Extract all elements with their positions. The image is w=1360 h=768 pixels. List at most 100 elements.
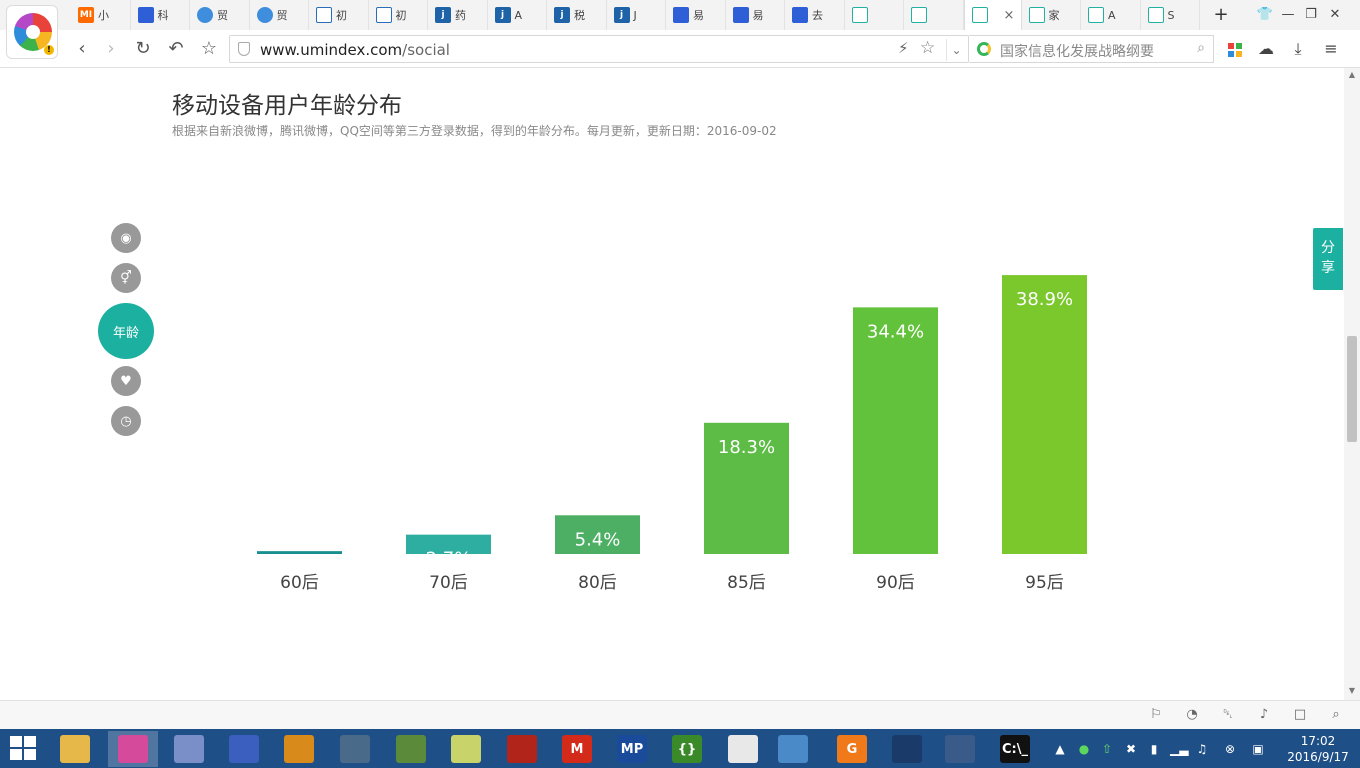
menu-icon[interactable]: ≡	[1324, 39, 1338, 58]
chart-bar[interactable]	[853, 307, 938, 554]
taskbar-app[interactable]	[50, 731, 100, 767]
window-icon[interactable]: □	[1293, 707, 1307, 722]
back-button[interactable]: ‹	[78, 38, 86, 59]
side-nav-weibo[interactable]: ◉	[111, 223, 141, 253]
url-text[interactable]: www.umindex.com/social	[260, 41, 450, 59]
chart-bar[interactable]	[555, 515, 640, 554]
chevron-down-icon[interactable]: ⌄	[946, 39, 966, 61]
taskbar-app[interactable]	[164, 731, 214, 767]
show-hidden-icons-icon[interactable]: ▲	[1055, 742, 1065, 756]
update-icon[interactable]: ⇧	[1101, 742, 1113, 756]
side-nav-time[interactable]: ◷	[111, 406, 141, 436]
browser-tab[interactable]: 易	[666, 0, 726, 30]
side-nav-gender[interactable]: ⚥	[111, 263, 141, 293]
trash-icon[interactable]: ␡	[1222, 707, 1234, 722]
search-engine-icon[interactable]	[977, 42, 991, 56]
vertical-scrollbar[interactable]: ▲ ▼	[1344, 68, 1360, 700]
taskbar-app[interactable]	[441, 731, 491, 767]
file-explorer-icon	[60, 735, 90, 763]
windows-start-button[interactable]	[10, 736, 38, 762]
taskbar-app[interactable]: MP	[607, 731, 657, 767]
network-error-icon[interactable]: ✖	[1125, 742, 1137, 756]
taskbar-app[interactable]	[219, 731, 269, 767]
green-globe-icon[interactable]: ●	[1078, 742, 1090, 756]
browser-tab[interactable]: 初	[309, 0, 369, 30]
cloud-sync-icon[interactable]: ☁	[1258, 39, 1274, 58]
scrollbar-thumb[interactable]	[1347, 336, 1357, 442]
close-tab-icon[interactable]: ×	[1003, 7, 1015, 23]
chart-bar[interactable]	[257, 551, 342, 554]
taskbar-app[interactable]	[497, 731, 547, 767]
undo-close-tab-button[interactable]: ↶	[168, 38, 184, 59]
search-input[interactable]: 国家信息化发展战略纲要	[1000, 44, 1154, 60]
taskbar-app[interactable]	[718, 731, 768, 767]
chart-bar[interactable]	[704, 422, 789, 554]
reload-button[interactable]: ↻	[135, 38, 151, 59]
browser-tab[interactable]: ×	[963, 0, 1022, 30]
speed-icon[interactable]: ◔	[1186, 707, 1198, 722]
search-icon[interactable]: ⌕	[1197, 40, 1205, 56]
taskbar-app[interactable]: {}	[662, 731, 712, 767]
battery-icon[interactable]: ▮	[1150, 742, 1158, 756]
taskbar-app[interactable]	[274, 731, 324, 767]
favorites-star-button[interactable]: ☆	[200, 38, 218, 59]
scroll-up-arrow-icon[interactable]: ▲	[1348, 70, 1356, 79]
speaker-icon[interactable]: ♫	[1196, 742, 1208, 756]
antivirus-icon[interactable]: ⊗	[1224, 742, 1236, 756]
broom-icon	[229, 735, 259, 763]
share-button[interactable]: 分 享	[1313, 228, 1343, 290]
lightning-icon[interactable]: ⚡	[898, 39, 909, 57]
browser-tab[interactable]	[845, 0, 904, 30]
browser-tab[interactable]: 去	[785, 0, 845, 30]
browser-tab[interactable]: 初	[369, 0, 428, 30]
chart-bar[interactable]	[406, 534, 491, 554]
minimize-button[interactable]: —	[1281, 7, 1295, 22]
side-nav-interest[interactable]: ♥	[111, 366, 141, 396]
action-center-icon[interactable]: ▣	[1252, 742, 1264, 756]
taskbar-app[interactable]	[882, 731, 932, 767]
browser-tab[interactable]: 家	[1022, 0, 1081, 30]
maximize-button[interactable]: ❐	[1305, 7, 1317, 22]
browser-tab[interactable]: A	[1081, 0, 1141, 30]
browser-tab[interactable]: 易	[726, 0, 785, 30]
skin-icon[interactable]: 👕	[1256, 7, 1274, 22]
zoom-icon[interactable]: ⌕	[1332, 707, 1340, 722]
pin-icon[interactable]: ⚐	[1150, 707, 1162, 722]
browser-tab[interactable]: MI 小	[71, 0, 131, 30]
close-window-button[interactable]: ✕	[1329, 7, 1341, 22]
side-nav-age[interactable]: 年龄	[98, 303, 154, 359]
chart-bar[interactable]	[1002, 275, 1087, 554]
taskbar-app[interactable]: G	[827, 731, 877, 767]
forward-button[interactable]: ›	[107, 38, 115, 59]
maxthon-logo-icon[interactable]: !	[6, 5, 58, 59]
scroll-down-arrow-icon[interactable]: ▼	[1348, 686, 1356, 695]
taskbar-app[interactable]	[935, 731, 985, 767]
taskbar-app[interactable]: M	[552, 731, 602, 767]
tab-label: 易	[693, 9, 704, 22]
signal-icon[interactable]: ▁▃	[1170, 742, 1189, 756]
url-path: /social	[402, 41, 450, 59]
browser-tab[interactable]: S	[1141, 0, 1200, 30]
bar-value-label: 0.4%	[277, 565, 323, 586]
browser-tab[interactable]: 贸	[250, 0, 309, 30]
taskbar-app[interactable]	[330, 731, 380, 767]
taskbar-app[interactable]	[386, 731, 436, 767]
browser-tab[interactable]	[904, 0, 964, 30]
taskbar-app[interactable]	[768, 731, 818, 767]
volume-icon[interactable]: ♪	[1259, 707, 1269, 722]
taskbar-app[interactable]: C:\_	[990, 731, 1040, 767]
browser-tab[interactable]: 科	[131, 0, 190, 30]
address-bar[interactable]: www.umindex.com/social ⚡ ☆ ⌄	[229, 35, 969, 63]
browser-tab[interactable]: 贸	[190, 0, 250, 30]
taskbar-clock[interactable]: 17:02 2016/9/17	[1278, 733, 1358, 765]
apps-grid-icon[interactable]	[1224, 38, 1246, 60]
bookmark-star-icon[interactable]: ☆	[920, 38, 936, 58]
new-tab-button[interactable]: +	[1213, 4, 1229, 25]
search-box[interactable]: 国家信息化发展战略纲要 ⌕	[969, 35, 1214, 63]
taskbar-app[interactable]	[108, 731, 158, 767]
download-icon[interactable]: ⤓	[1294, 39, 1302, 58]
